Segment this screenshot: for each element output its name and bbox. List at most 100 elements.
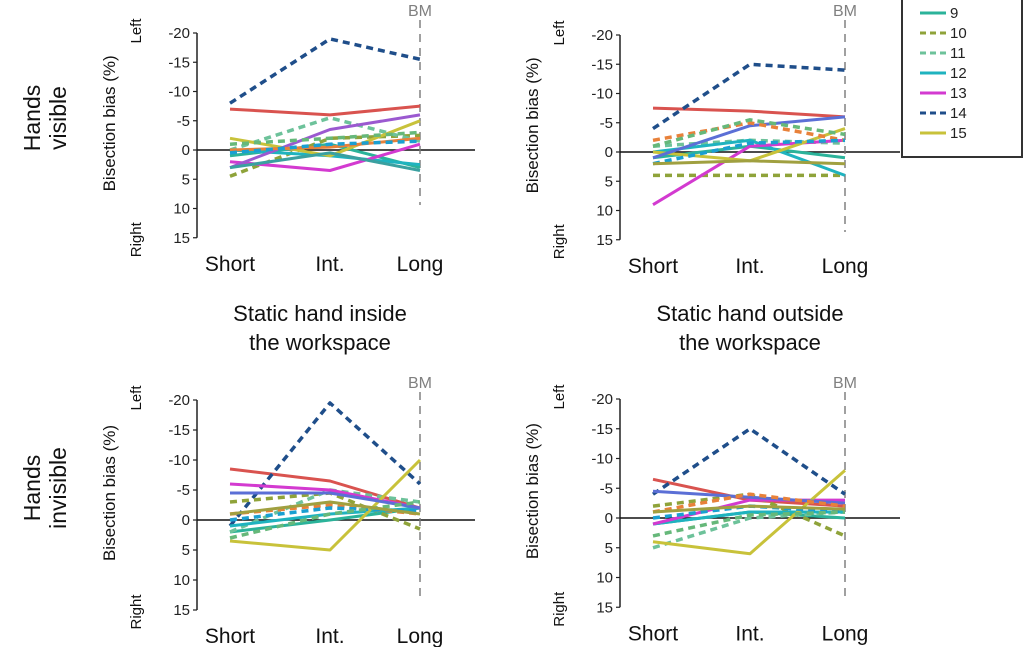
x-tick-label: Int. — [315, 625, 344, 647]
series-line — [229, 139, 421, 155]
y-tick-label: 0 — [605, 510, 613, 527]
series-line — [229, 500, 421, 516]
x-tick-label: Short — [205, 625, 255, 647]
series-line — [229, 500, 421, 540]
y-tick-label: 15 — [596, 232, 613, 249]
legend-label: 12 — [950, 65, 967, 82]
x-tick-label: Long — [822, 255, 869, 278]
series-line — [652, 427, 846, 496]
y-tick-label: -15 — [591, 56, 613, 73]
series-line — [652, 106, 846, 119]
series-line — [229, 104, 421, 117]
y-tick-label: -10 — [591, 451, 613, 468]
row-label-line: visible — [45, 86, 71, 150]
y-tick-label: -10 — [168, 84, 190, 101]
row-label-line: Hands — [19, 85, 45, 151]
y-left-label: Left — [128, 18, 145, 44]
y-tick-label: 5 — [605, 173, 613, 190]
series-line — [229, 113, 421, 170]
y-tick-label: 10 — [173, 572, 190, 589]
series-line — [652, 138, 846, 166]
y-left-label: Left — [128, 385, 145, 411]
x-tick-label: Long — [397, 253, 444, 276]
series-line — [228, 401, 422, 528]
y-right-label: Right — [551, 223, 568, 259]
y-axis-title: Bisection bias (%) — [100, 55, 119, 191]
x-tick-label: Short — [628, 622, 678, 645]
y-axis-title: Bisection bias (%) — [100, 425, 119, 561]
y-right-label: Right — [128, 221, 145, 257]
y-tick-label: -15 — [591, 421, 613, 438]
y-left-label: Left — [551, 20, 568, 46]
legend-label: 15 — [950, 125, 967, 142]
chart-panel-4: -20 -15 -10 -5 0 5 10 15 Bisection bias (%) Left R… — [523, 375, 900, 645]
y-right-label: Right — [128, 594, 145, 630]
y-tick-label: -10 — [591, 86, 613, 103]
series-line — [652, 504, 846, 514]
chart-panel-1: -20 -15 -10 -5 0 5 10 15 Bisection bias (%) Left R… — [100, 3, 475, 276]
y-tick-label: -20 — [168, 392, 190, 409]
series-line — [652, 492, 846, 514]
column-label: Static hand inside the workspace — [233, 301, 407, 355]
series-line — [652, 510, 846, 550]
legend-label: 10 — [950, 25, 967, 42]
series-line — [230, 491, 421, 510]
series-line — [229, 119, 421, 158]
column-label: Static hand outside the workspace — [656, 301, 843, 355]
y-tick-label: -15 — [168, 422, 190, 439]
series-line — [229, 130, 421, 146]
series-line — [652, 62, 846, 131]
series-line — [652, 510, 846, 538]
row-label-line: invisible — [45, 447, 71, 529]
x-tick-label: Long — [822, 622, 869, 645]
y-right-label: Right — [551, 591, 568, 627]
y-tick-label: 15 — [596, 599, 613, 616]
y-tick-label: 0 — [182, 512, 190, 529]
x-tick-label: Short — [628, 255, 678, 278]
series-line — [229, 37, 421, 105]
x-tick-label: Long — [397, 625, 444, 647]
y-tick-label: 0 — [182, 142, 190, 159]
y-tick-label: 5 — [605, 540, 613, 557]
x-tick-label: Int. — [735, 255, 764, 278]
y-tick-label: -5 — [600, 115, 613, 132]
bm-marker-label: BM — [833, 375, 857, 392]
bm-marker-label: BM — [833, 3, 857, 20]
y-tick-label: -20 — [168, 25, 190, 42]
y-tick-label: -20 — [591, 27, 613, 44]
column-label-line: the workspace — [249, 330, 391, 355]
series-line — [652, 469, 846, 556]
y-left-label: Left — [551, 384, 568, 410]
series-line — [652, 115, 846, 160]
row-label: Handsinvisible — [19, 447, 71, 529]
series-line — [652, 118, 846, 148]
y-axis-title: Bisection bias (%) — [523, 57, 542, 193]
legend: 9 10 11 12 13 14 15 — [901, 0, 1023, 158]
bm-marker-label: BM — [408, 375, 432, 392]
series-line — [652, 121, 846, 143]
y-tick-label: -5 — [177, 113, 190, 130]
row-label: Handsvisible — [19, 85, 71, 151]
y-tick-label: 15 — [173, 230, 190, 247]
y-tick-label: 5 — [182, 542, 190, 559]
x-tick-label: Int. — [315, 253, 344, 276]
legend-label: 9 — [950, 5, 958, 22]
series-line — [229, 151, 421, 172]
column-label-line: Static hand inside — [233, 301, 407, 326]
y-tick-label: -5 — [177, 482, 190, 499]
legend-label: 11 — [950, 45, 966, 62]
y-tick-label: 10 — [596, 570, 613, 587]
y-tick-label: 0 — [605, 144, 613, 161]
column-label-line: the workspace — [679, 330, 821, 355]
bm-marker-label: BM — [408, 3, 432, 20]
legend-label: 13 — [950, 85, 967, 102]
y-tick-label: 15 — [173, 602, 190, 619]
y-axis-title: Bisection bias (%) — [523, 423, 542, 559]
legend-label: 14 — [950, 105, 967, 122]
x-tick-label: Short — [205, 253, 255, 276]
chart-panel-3: -20 -15 -10 -5 0 5 10 15 Bisection bias (%) Left R… — [100, 375, 475, 647]
legend-frame — [901, 0, 1023, 158]
y-tick-label: -15 — [168, 54, 190, 71]
y-tick-label: 10 — [596, 203, 613, 220]
